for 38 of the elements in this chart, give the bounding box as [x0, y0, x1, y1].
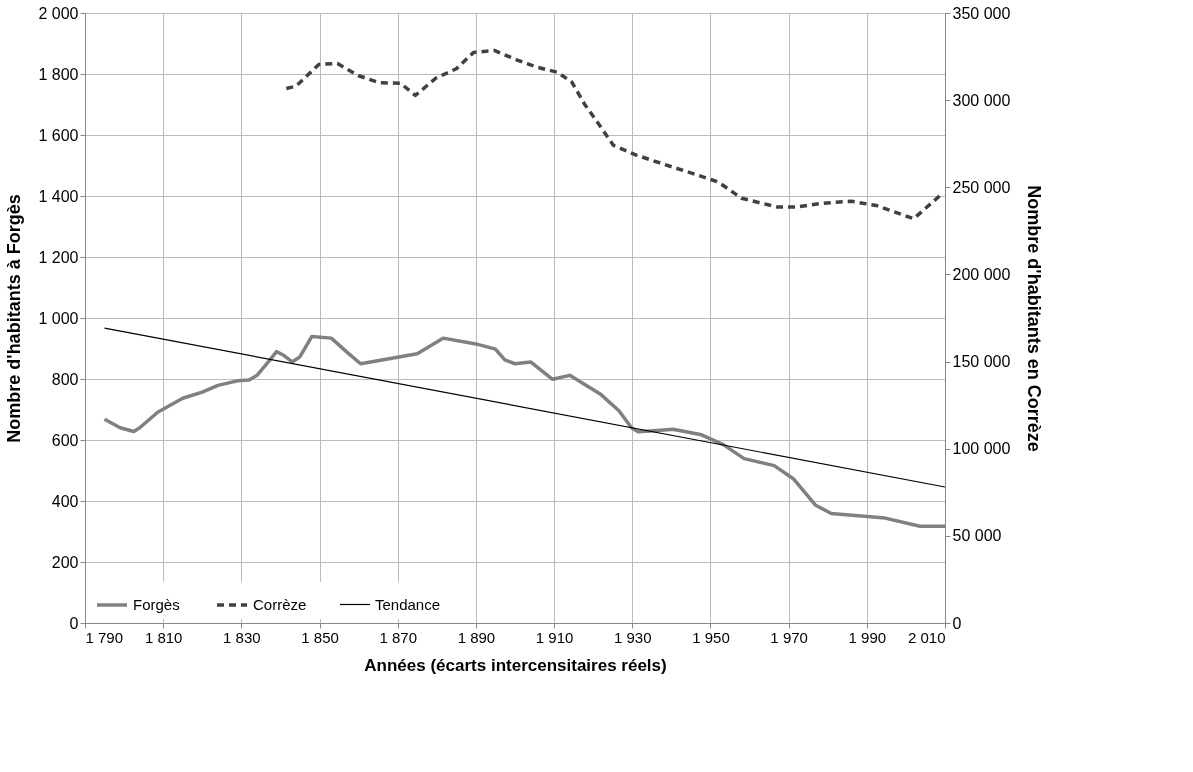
y-tick-label: 200	[51, 553, 79, 571]
legend-label: Tendance	[375, 595, 441, 613]
line-series	[284, 48, 942, 221]
x-tick-label: 1 950	[692, 628, 730, 646]
x-tick-label: 1 810	[144, 628, 183, 646]
y-axis-title: Nombre d'habitants à Forgès	[4, 194, 25, 443]
x-tick-label: 1 910	[535, 628, 574, 646]
y2-tick-label: 350 000	[952, 4, 1011, 22]
legend-label: Corrèze	[253, 596, 307, 613]
x-tick-label: 1 870	[379, 628, 417, 646]
y2-tick-label: 150 000	[952, 353, 1011, 371]
y-tick-label: 800	[51, 370, 79, 388]
y-tick-label: 600	[51, 431, 79, 449]
y2-axis-title: Nombre d'habitants en Corrèze	[1024, 185, 1045, 452]
x-tick-label: 2 010	[907, 628, 946, 646]
x-tick-label: 1 930	[614, 628, 652, 646]
x-tick-label: 1 970	[770, 628, 808, 646]
y-tick-label: 1 000	[38, 309, 79, 327]
y-tick-label: 1 600	[38, 126, 79, 144]
y2-tick-label: 200 000	[952, 265, 1011, 283]
y2-tick-label: 50 000	[952, 527, 1002, 545]
x-tick-label: 1 790	[85, 628, 124, 646]
y-tick-label: 2 000	[38, 4, 79, 22]
y-tick-label: 400	[51, 492, 79, 510]
x-axis-title: Années (écarts intercensitaires réels)	[364, 655, 667, 675]
y-tick-label: 1 800	[38, 65, 79, 83]
legend-label: Forgès	[133, 596, 180, 613]
x-tick-label: 1 850	[301, 628, 339, 646]
y2-tick-label: 0	[952, 614, 962, 632]
y-tick-label: 1 200	[38, 248, 79, 266]
x-tick-label: 1 830	[223, 628, 261, 646]
y2-tick-label: 100 000	[952, 440, 1011, 458]
y2-tick-label: 250 000	[952, 178, 1011, 196]
y-tick-label: 1 400	[38, 187, 79, 205]
y-tick-label: 0	[69, 614, 79, 632]
x-tick-label: 1 890	[457, 628, 496, 646]
y2-tick-label: 300 000	[952, 91, 1011, 109]
x-tick-label: 1 990	[848, 628, 887, 646]
